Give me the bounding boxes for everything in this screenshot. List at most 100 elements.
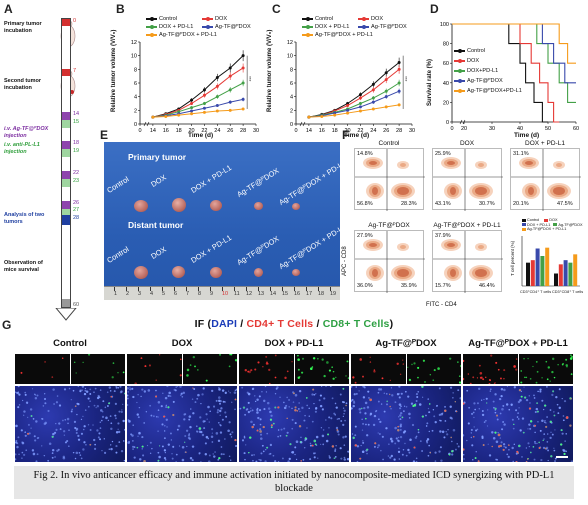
y-tick-label: 6 bbox=[134, 81, 137, 87]
tick-19: 19 bbox=[73, 148, 80, 154]
if-speckles bbox=[185, 354, 237, 382]
data-point bbox=[384, 78, 388, 82]
y-tick-label: 4 bbox=[290, 95, 293, 101]
flow-q-bl: 20.1% bbox=[513, 201, 529, 207]
ruler-tick bbox=[282, 287, 283, 291]
x-tick-label: 14 bbox=[150, 128, 156, 134]
if-group-label: DOX + PD-L1 bbox=[264, 338, 324, 349]
data-point bbox=[164, 114, 168, 118]
tcell-legend-dox: DOX bbox=[549, 218, 558, 222]
x-tick-label: 60 bbox=[573, 126, 579, 132]
y-tick-label: 4 bbox=[134, 95, 137, 101]
series-line bbox=[152, 55, 244, 118]
tcell-legend-dox-pdl1: DOX + PD-L1 bbox=[527, 222, 551, 227]
x-tick-label: 30 bbox=[489, 126, 495, 132]
flow-plot-title: DOX bbox=[459, 140, 475, 147]
if-sep1: / bbox=[237, 318, 247, 330]
x-tick-label: 24 bbox=[370, 128, 376, 134]
tumor bbox=[134, 266, 148, 279]
if-group-label: DOX bbox=[171, 338, 193, 349]
flow-panel: APC - CD8 FITC - CD4 Control 14.8% 56.8%… bbox=[342, 136, 584, 312]
if-cd8: CD8+ T Cells bbox=[322, 318, 390, 330]
data-point bbox=[384, 105, 388, 109]
ruler-tick bbox=[318, 287, 319, 291]
tcell-bar bbox=[563, 260, 568, 286]
ruler-tick bbox=[198, 287, 199, 291]
data-point bbox=[384, 95, 388, 99]
data-point bbox=[358, 105, 362, 109]
tumor bbox=[172, 266, 185, 278]
photo-label-dox-pdl1: DOX + PD-L1 bbox=[189, 232, 234, 265]
ruler-number: 6 bbox=[174, 291, 178, 297]
chart-c-xlabel: Time (d) bbox=[344, 132, 370, 139]
tumor bbox=[172, 198, 186, 212]
ruler-number: 9 bbox=[210, 291, 214, 297]
ruler-number: 4 bbox=[150, 291, 154, 297]
tcell-bar-chart: T cell percent (%) Control DOX DOX + PD-L… bbox=[510, 218, 584, 298]
if-title: IF (DAPI / CD4+ T Cells / CD8+ T Cells) bbox=[0, 318, 588, 330]
if-cd4-channel bbox=[127, 354, 182, 384]
x-tick-label: 16 bbox=[319, 128, 325, 134]
x-tick-label: 18 bbox=[332, 128, 338, 134]
survival-curve bbox=[452, 23, 548, 123]
tick-28: 28 bbox=[73, 215, 80, 221]
x-tick-label: 20 bbox=[461, 126, 467, 132]
chart-c: 0 2 4 6 8 10 12 0 14 16 18 20 22 24 26 28 30 *** Relative… bbox=[267, 14, 422, 142]
y-tick-label: 10 bbox=[287, 54, 293, 60]
tumor bbox=[210, 200, 222, 211]
ruler-tick bbox=[270, 287, 271, 291]
data-point bbox=[384, 89, 388, 93]
legend-agtf-dox: Ag-TF@ᴾDOX bbox=[215, 24, 251, 30]
event-observation: Observation of mice survival bbox=[4, 260, 43, 273]
ruler-number: 13 bbox=[258, 291, 265, 297]
flow-q-bl: 56.8% bbox=[357, 201, 373, 207]
survival-curve bbox=[452, 23, 576, 84]
flow-q-bl: 43.1% bbox=[435, 201, 451, 207]
if-cd4-channel bbox=[239, 354, 294, 384]
if-merged-image bbox=[351, 386, 461, 462]
scale-bar bbox=[556, 456, 568, 458]
x-tick-label: 18 bbox=[176, 128, 182, 134]
ruler-number: 14 bbox=[270, 291, 277, 297]
data-point bbox=[307, 115, 311, 119]
data-point bbox=[202, 102, 206, 105]
data-point bbox=[202, 106, 206, 110]
data-point bbox=[228, 66, 232, 70]
chart-d: 0 20 40 60 80 100 0 20 30 40 50 60 Survival rate (%… bbox=[427, 14, 582, 142]
photo-label-dox: DOX bbox=[149, 172, 168, 189]
ruler-number: 7 bbox=[186, 291, 190, 297]
significance-mark: *** bbox=[403, 76, 408, 82]
y-tick-label: 0 bbox=[290, 122, 293, 128]
data-point bbox=[346, 111, 350, 115]
if-cd4: CD4+ T Cells bbox=[246, 318, 314, 330]
data-point bbox=[202, 88, 206, 92]
x-tick-label: 0 bbox=[450, 126, 453, 132]
flow-plot: DOX + PD-L1 31.1% 20.1% 47.5% bbox=[510, 140, 581, 211]
if-speckles bbox=[143, 387, 237, 462]
tcell-bar bbox=[554, 273, 558, 286]
y-tick-label: 0 bbox=[446, 120, 449, 126]
if-title-suffix: ) bbox=[389, 318, 394, 330]
if-group: DOX bbox=[126, 336, 238, 464]
ruler-number: 3 bbox=[138, 291, 142, 297]
data-point bbox=[384, 71, 388, 75]
ruler-tick bbox=[150, 287, 151, 291]
if-speckles bbox=[127, 386, 237, 462]
if-speckles bbox=[251, 388, 347, 462]
timeline: Primary tumor incubation Second tumor in… bbox=[4, 14, 84, 344]
tumor bbox=[254, 268, 263, 277]
tumor bbox=[292, 203, 300, 210]
ruler-tick bbox=[222, 287, 223, 291]
data-point bbox=[177, 110, 181, 114]
if-speckles bbox=[20, 357, 64, 379]
tick-0: 0 bbox=[73, 18, 77, 24]
y-tick-label: 60 bbox=[443, 61, 449, 67]
ruler-number: 5 bbox=[162, 291, 166, 297]
if-speckles bbox=[351, 386, 461, 462]
data-point bbox=[215, 76, 219, 80]
ruler-tick bbox=[162, 287, 163, 291]
data-point bbox=[215, 104, 219, 108]
data-point bbox=[241, 81, 245, 85]
data-point bbox=[371, 107, 375, 111]
series-line bbox=[308, 104, 400, 118]
